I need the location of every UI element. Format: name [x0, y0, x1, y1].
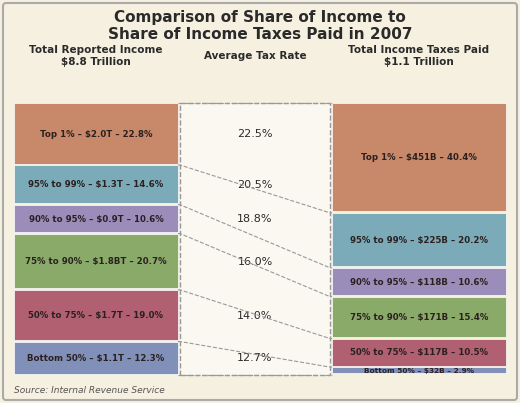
Bar — [14, 165, 178, 203]
Text: 22.5%: 22.5% — [237, 129, 273, 139]
FancyBboxPatch shape — [3, 3, 517, 400]
Text: 75% to 90% – $171B – 15.4%: 75% to 90% – $171B – 15.4% — [350, 313, 488, 322]
Text: Bottom 50% – $32B – 2.9%: Bottom 50% – $32B – 2.9% — [364, 368, 474, 374]
Bar — [332, 297, 506, 337]
Text: 20.5%: 20.5% — [237, 180, 272, 190]
Bar — [14, 342, 178, 374]
Text: Average Tax Rate: Average Tax Rate — [204, 51, 306, 61]
Text: Total Income Taxes Paid
$1.1 Trillion: Total Income Taxes Paid $1.1 Trillion — [348, 46, 489, 67]
Bar — [332, 268, 506, 295]
Bar — [14, 234, 178, 289]
Text: 16.0%: 16.0% — [237, 257, 272, 267]
Text: 90% to 95% – $0.9T – 10.6%: 90% to 95% – $0.9T – 10.6% — [29, 215, 163, 224]
Bar — [332, 213, 506, 266]
Bar — [332, 367, 506, 374]
Text: Bottom 50% – $1.1T – 12.3%: Bottom 50% – $1.1T – 12.3% — [28, 354, 165, 363]
Bar — [14, 290, 178, 340]
Text: 75% to 90% – $1.8BT – 20.7%: 75% to 90% – $1.8BT – 20.7% — [25, 257, 167, 266]
Text: 50% to 75% – $1.7T – 19.0%: 50% to 75% – $1.7T – 19.0% — [29, 311, 163, 320]
Text: Top 1% – $2.0T – 22.8%: Top 1% – $2.0T – 22.8% — [40, 129, 152, 139]
Text: 18.8%: 18.8% — [237, 214, 273, 224]
Bar — [180, 103, 330, 375]
Text: 90% to 95% – $118B – 10.6%: 90% to 95% – $118B – 10.6% — [350, 278, 488, 287]
Text: Total Reported Income
$8.8 Trillion: Total Reported Income $8.8 Trillion — [29, 46, 163, 67]
Text: 50% to 75% – $117B – 10.5%: 50% to 75% – $117B – 10.5% — [350, 348, 488, 357]
Bar — [332, 339, 506, 366]
Text: Source: Internal Revenue Service: Source: Internal Revenue Service — [14, 386, 165, 395]
Text: 95% to 99% – $225B – 20.2%: 95% to 99% – $225B – 20.2% — [350, 236, 488, 245]
Bar — [14, 205, 178, 232]
Text: 95% to 99% – $1.3T – 14.6%: 95% to 99% – $1.3T – 14.6% — [29, 181, 164, 189]
Bar — [332, 103, 506, 212]
Text: 14.0%: 14.0% — [237, 311, 272, 321]
Bar — [14, 103, 178, 164]
Text: Comparison of Share of Income to
Share of Income Taxes Paid in 2007: Comparison of Share of Income to Share o… — [108, 10, 412, 42]
Text: 12.7%: 12.7% — [237, 353, 273, 363]
Text: Top 1% – $451B – 40.4%: Top 1% – $451B – 40.4% — [361, 154, 477, 162]
